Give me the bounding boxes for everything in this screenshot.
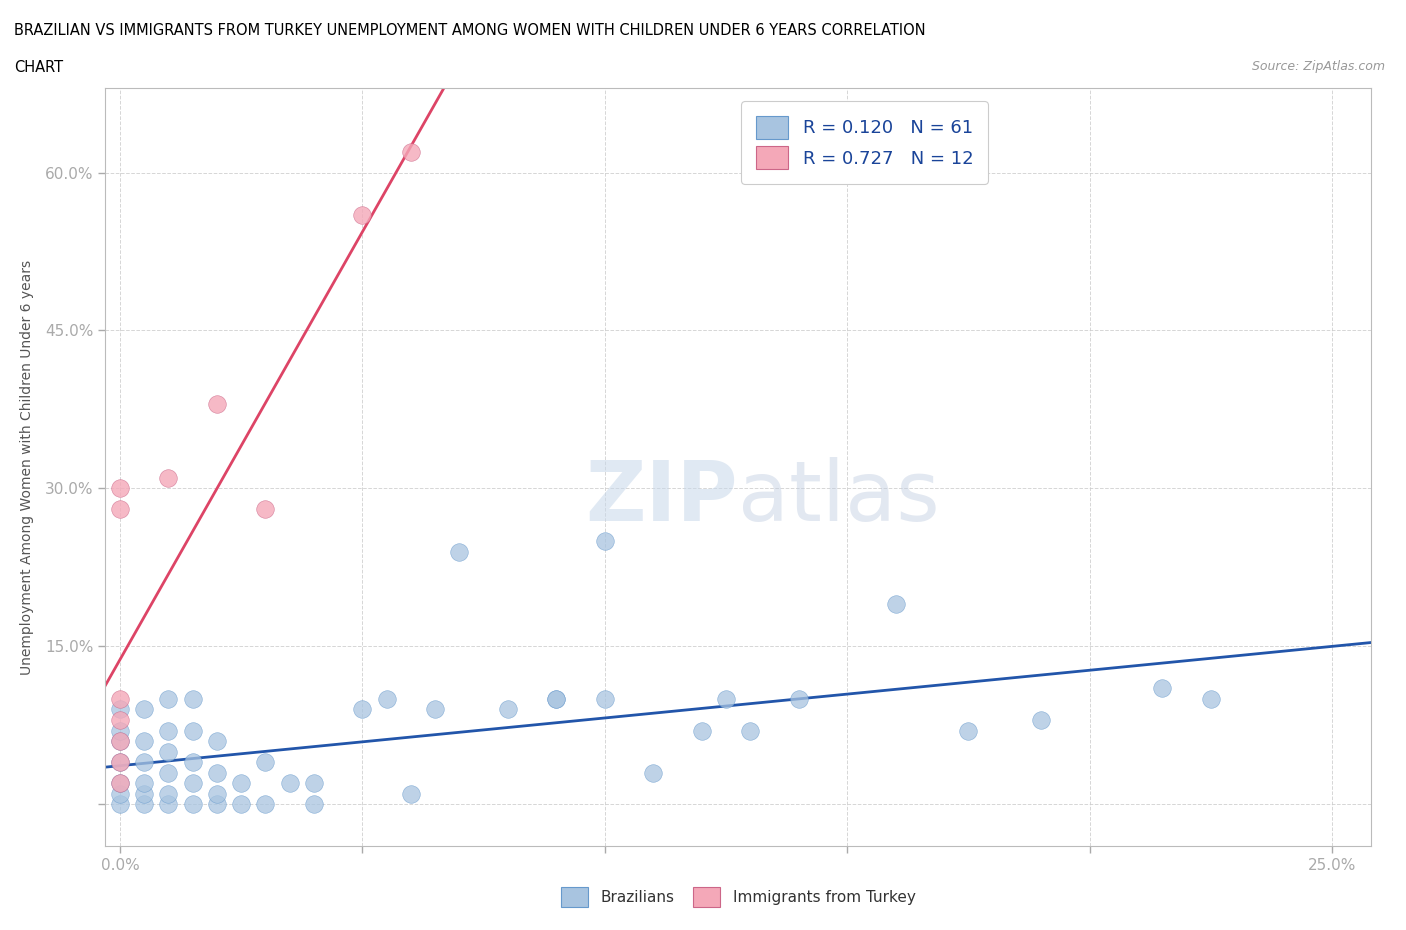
Point [205,734,228,749]
Point [231,776,253,790]
Point [157,786,180,801]
Point [787,692,810,707]
Point [134,786,156,801]
Point [108,734,131,749]
Point [302,776,325,790]
Y-axis label: Unemployment Among Women with Children Under 6 years: Unemployment Among Women with Children U… [20,259,34,675]
Point [181,754,204,769]
Point [884,597,907,612]
Point [134,776,156,790]
Point [205,765,228,780]
Point [496,702,519,717]
Point [1031,712,1053,727]
Point [108,754,131,769]
Point [714,692,737,707]
Point [108,786,131,801]
Point [352,702,374,717]
Point [643,765,665,780]
Point [593,692,616,707]
Point [157,744,180,759]
Point [134,702,156,717]
Point [254,797,277,812]
Point [108,712,131,727]
Point [205,397,228,412]
Point [108,502,131,517]
Point [449,544,471,559]
Point [181,723,204,737]
Point [108,754,131,769]
Point [546,692,568,707]
Point [108,797,131,812]
Point [157,723,180,737]
Point [108,702,131,717]
Point [740,723,762,737]
Point [1152,681,1174,696]
Point [254,502,277,517]
Point [690,723,713,737]
Text: BRAZILIAN VS IMMIGRANTS FROM TURKEY UNEMPLOYMENT AMONG WOMEN WITH CHILDREN UNDER: BRAZILIAN VS IMMIGRANTS FROM TURKEY UNEM… [14,23,925,38]
Point [134,734,156,749]
Legend: Brazilians, Immigrants from Turkey: Brazilians, Immigrants from Turkey [553,880,924,914]
Point [278,776,301,790]
Point [108,776,131,790]
Point [108,734,131,749]
Point [157,797,180,812]
Point [134,797,156,812]
Point [1199,692,1222,707]
Point [181,776,204,790]
Text: Source: ZipAtlas.com: Source: ZipAtlas.com [1251,60,1385,73]
Point [108,481,131,496]
Point [399,144,422,159]
Point [423,702,446,717]
Point [399,786,422,801]
Text: ZIP: ZIP [586,458,738,538]
Point [181,797,204,812]
Point [108,692,131,707]
Text: atlas: atlas [738,458,939,538]
Point [352,207,374,222]
Point [134,754,156,769]
Point [157,471,180,485]
Text: CHART: CHART [14,60,63,75]
Point [546,692,568,707]
Point [254,754,277,769]
Point [231,797,253,812]
Point [205,797,228,812]
Point [157,765,180,780]
Point [108,776,131,790]
Point [593,534,616,549]
Point [302,797,325,812]
Point [157,692,180,707]
Point [205,786,228,801]
Point [957,723,980,737]
Point [181,692,204,707]
Point [375,692,398,707]
Point [108,723,131,737]
